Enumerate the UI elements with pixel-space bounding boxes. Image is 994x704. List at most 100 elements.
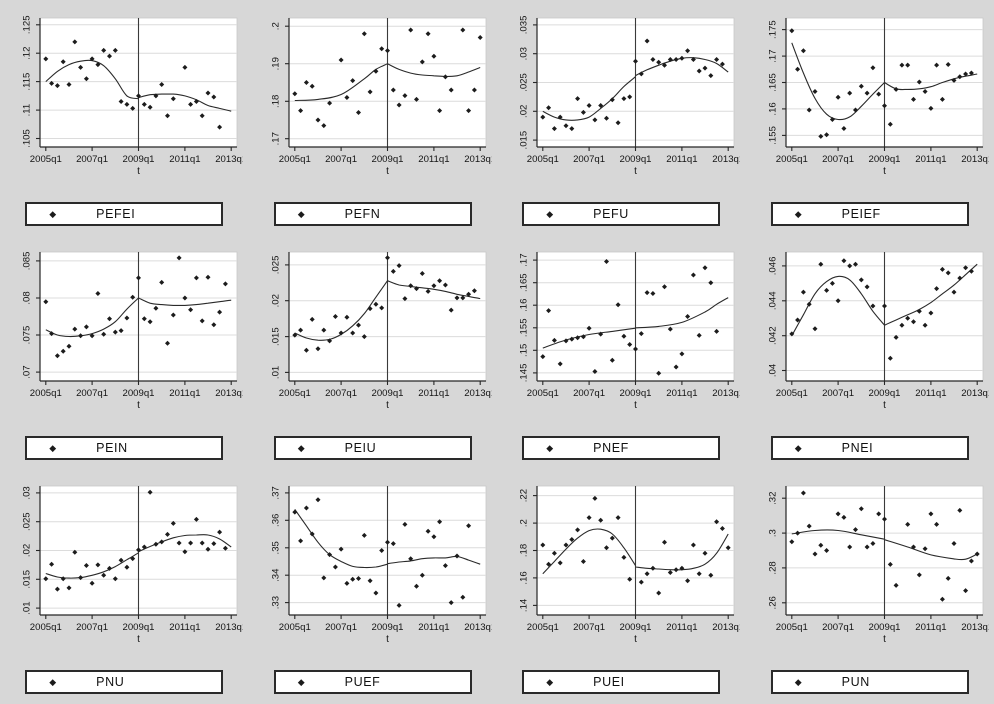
x-axis-labels: 2005q1 2007q1 2009q1 2011q1 2013q1 t bbox=[30, 615, 243, 645]
svg-text:.3: .3 bbox=[767, 529, 778, 537]
scatter-points bbox=[789, 28, 974, 139]
scatter-points bbox=[43, 489, 229, 592]
svg-text:2005q1: 2005q1 bbox=[279, 622, 311, 633]
svg-text:2011q1: 2011q1 bbox=[169, 622, 200, 633]
y-axis-labels: .145 .15 .155 .16 .165 .17 bbox=[519, 253, 538, 383]
scatter-points bbox=[540, 495, 731, 596]
svg-text:2005q1: 2005q1 bbox=[527, 388, 559, 399]
svg-text:.33: .33 bbox=[270, 596, 281, 609]
svg-text:.37: .37 bbox=[270, 486, 281, 499]
fit-line bbox=[791, 263, 978, 336]
x-axis-labels: 2005q1 2007q1 2009q1 2011q1 2013q1 t bbox=[527, 615, 740, 645]
svg-text:2009q1: 2009q1 bbox=[371, 388, 403, 399]
svg-text:2005q1: 2005q1 bbox=[279, 154, 311, 165]
svg-text:2005q1: 2005q1 bbox=[527, 154, 559, 165]
legend-box: ◆ PEIN bbox=[25, 436, 224, 460]
diamond-marker-icon: ◆ bbox=[297, 208, 305, 219]
svg-text:.04: .04 bbox=[767, 363, 778, 377]
scatter-points bbox=[292, 497, 471, 608]
svg-text:2005q1: 2005q1 bbox=[279, 388, 311, 399]
svg-text:.17: .17 bbox=[270, 132, 281, 145]
legend-box: ◆ PEFN bbox=[273, 202, 472, 226]
svg-text:2013q1: 2013q1 bbox=[961, 388, 989, 399]
svg-text:2013q1: 2013q1 bbox=[712, 154, 740, 165]
svg-text:.17: .17 bbox=[519, 253, 530, 266]
svg-text:.145: .145 bbox=[519, 364, 530, 383]
svg-text:2011q1: 2011q1 bbox=[666, 388, 697, 399]
legend-series-label: PEFU bbox=[593, 207, 629, 221]
legend-box: ◆ PEFU bbox=[522, 202, 721, 226]
svg-text:2009q1: 2009q1 bbox=[868, 388, 900, 399]
y-axis-labels: .155 .16 .165 .17 .175 bbox=[767, 20, 786, 145]
svg-text:2007q1: 2007q1 bbox=[325, 388, 357, 399]
chart-panel-pnei: .04.042.044.046 2005q1 2007q1 2009q1 2011q1 2… bbox=[746, 236, 994, 470]
x-axis-title: t bbox=[137, 400, 140, 411]
x-axis-labels: 2005q1 2007q1 2009q1 2011q1 2013q1 t bbox=[776, 381, 989, 411]
svg-text:.02: .02 bbox=[519, 105, 530, 118]
svg-text:2011q1: 2011q1 bbox=[418, 622, 449, 633]
svg-text:2009q1: 2009q1 bbox=[620, 154, 652, 165]
chart-panel-pein: .07.075.08.085 2005q1 2007q1 2009q1 2011q1 20… bbox=[0, 236, 249, 470]
diamond-marker-icon: ◆ bbox=[49, 208, 57, 219]
svg-text:2009q1: 2009q1 bbox=[620, 388, 652, 399]
svg-text:.22: .22 bbox=[519, 489, 530, 502]
chart-panel-pefn: .17 .18 .19 .2 2005q1 2007q1 2009q1 2011q1 2013q… bbox=[249, 2, 498, 236]
legend-series-label: PUEI bbox=[593, 675, 625, 689]
diamond-marker-icon: ◆ bbox=[546, 208, 554, 219]
legend-series-label: PEFN bbox=[344, 207, 381, 221]
y-axis-labels: .17 .18 .19 .2 bbox=[270, 22, 289, 145]
legend-box: ◆ PNEI bbox=[770, 436, 969, 460]
y-axis-labels: .01 .015 .02 .025 bbox=[270, 256, 289, 379]
svg-text:.35: .35 bbox=[270, 541, 281, 554]
x-axis-title: t bbox=[883, 400, 886, 411]
svg-text:2009q1: 2009q1 bbox=[868, 154, 900, 165]
x-axis-title: t bbox=[883, 634, 886, 645]
x-axis-labels: 2005q1 2007q1 2009q1 2011q1 2013q1 t bbox=[30, 381, 243, 411]
diamond-marker-icon: ◆ bbox=[546, 676, 554, 687]
x-axis-labels: 2005q1 2007q1 2009q1 2011q1 2013q1 t bbox=[279, 615, 492, 645]
diamond-marker-icon: ◆ bbox=[794, 208, 802, 219]
svg-text:.175: .175 bbox=[767, 20, 778, 39]
diamond-marker-icon: ◆ bbox=[794, 442, 802, 453]
x-axis-labels: 2005q1 2007q1 2009q1 2011q1 2013q1 t bbox=[776, 615, 989, 645]
svg-text:2007q1: 2007q1 bbox=[822, 388, 854, 399]
svg-text:2011q1: 2011q1 bbox=[915, 622, 946, 633]
svg-text:2013q1: 2013q1 bbox=[961, 154, 989, 165]
svg-text:2009q1: 2009q1 bbox=[371, 154, 403, 165]
diamond-marker-icon: ◆ bbox=[49, 442, 57, 453]
fit-line bbox=[294, 63, 481, 102]
svg-text:.07: .07 bbox=[22, 365, 33, 378]
svg-text:2011q1: 2011q1 bbox=[169, 154, 200, 165]
svg-text:.28: .28 bbox=[767, 561, 778, 574]
svg-text:2013q1: 2013q1 bbox=[464, 388, 492, 399]
x-axis-title: t bbox=[634, 634, 637, 645]
svg-text:.046: .046 bbox=[767, 257, 778, 276]
svg-text:.15: .15 bbox=[519, 344, 530, 357]
legend-series-label: PNEF bbox=[593, 441, 629, 455]
svg-text:.042: .042 bbox=[767, 326, 778, 345]
scatter-points bbox=[540, 259, 720, 376]
legend-series-label: PEIU bbox=[344, 441, 377, 455]
scatter-points bbox=[540, 38, 726, 132]
chart-panel-peief: .155 .16 .165 .17 .175 2005q1 2007q1 2009q1 2011… bbox=[746, 2, 994, 236]
svg-text:2009q1: 2009q1 bbox=[123, 154, 155, 165]
svg-text:.12: .12 bbox=[22, 47, 33, 60]
svg-text:2013q1: 2013q1 bbox=[464, 622, 492, 633]
svg-text:.18: .18 bbox=[270, 95, 281, 108]
chart-canvas: .17 .18 .19 .2 2005q1 2007q1 2009q1 2011q1 2013q… bbox=[270, 17, 492, 177]
x-axis-labels: 2005q1 2007q1 2009q1 2011q1 2013q1 t bbox=[776, 147, 989, 177]
chart-canvas: .155 .16 .165 .17 .175 2005q1 2007q1 2009q1 2011… bbox=[767, 17, 989, 177]
svg-text:2013q1: 2013q1 bbox=[215, 388, 243, 399]
chart-panel-pefu: .015 .02 .025 .03 .035 2005q1 2007q1 2009q1 2011… bbox=[497, 2, 746, 236]
diamond-marker-icon: ◆ bbox=[297, 442, 305, 453]
x-axis-labels: 2005q1 2007q1 2009q1 2011q1 2013q1 t bbox=[30, 147, 243, 177]
svg-text:.075: .075 bbox=[22, 326, 33, 345]
svg-text:2011q1: 2011q1 bbox=[666, 622, 697, 633]
scatter-points bbox=[789, 258, 974, 361]
fit-line bbox=[791, 42, 978, 121]
svg-text:.08: .08 bbox=[22, 291, 33, 304]
svg-text:.015: .015 bbox=[22, 570, 33, 589]
